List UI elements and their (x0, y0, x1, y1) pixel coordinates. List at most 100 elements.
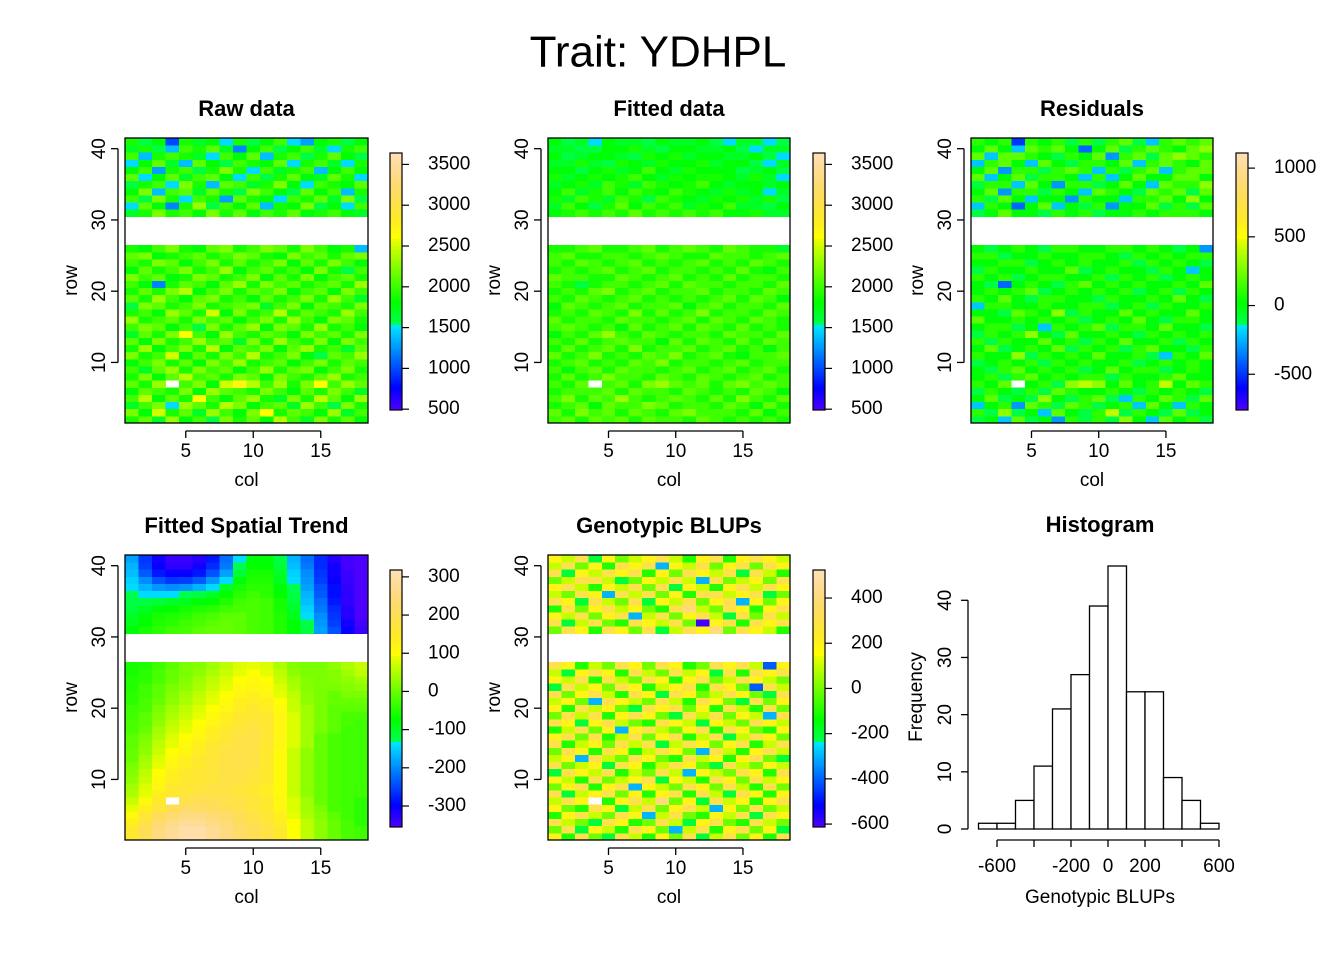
color-key-step (1236, 364, 1248, 368)
color-key-label: 2500 (428, 235, 470, 256)
heat-cell (341, 152, 355, 160)
heat-cell (1199, 259, 1214, 267)
heat-cell (219, 394, 234, 403)
heat-cell (682, 583, 697, 592)
color-key-step (1236, 375, 1248, 379)
heat-cell (273, 590, 288, 599)
heat-cell (682, 195, 697, 203)
heat-cell (561, 818, 576, 827)
heat-cell (642, 718, 656, 727)
heat-cell (763, 569, 777, 577)
heat-cell (776, 590, 791, 599)
heat-cell (1065, 259, 1079, 267)
heat-cell (192, 783, 207, 791)
color-key-step (813, 372, 825, 376)
heat-cell (574, 252, 589, 260)
heat-cell (1186, 166, 1200, 175)
heat-cell (669, 590, 683, 599)
heat-cell (300, 775, 315, 784)
heat-cell (219, 669, 234, 677)
heat-cell (125, 202, 139, 210)
heat-cell (273, 159, 288, 167)
heat-cell (669, 811, 683, 820)
heat-cell (125, 747, 139, 755)
heat-cell (300, 344, 315, 353)
color-key-step (390, 749, 402, 753)
heat-cell (327, 209, 342, 217)
heat-cell (997, 366, 1012, 374)
heat-cell (179, 344, 193, 353)
heat-cell (327, 690, 342, 698)
heat-cell (192, 152, 207, 160)
heat-cell (1078, 301, 1093, 310)
color-key-step (813, 375, 825, 379)
heat-cell (246, 166, 261, 175)
heat-cell (165, 401, 180, 410)
heat-cell (749, 832, 764, 841)
heat-cell (219, 358, 234, 367)
heat-cell (984, 202, 999, 210)
heat-cell (548, 273, 562, 281)
heat-cell (548, 187, 562, 196)
heat-cell (327, 316, 342, 324)
color-key-step (390, 396, 402, 400)
heat-cell (749, 761, 764, 770)
heat-cell (588, 273, 603, 281)
heat-cell (354, 145, 369, 153)
heat-cell (722, 280, 737, 289)
heat-cell (655, 358, 670, 367)
heat-cell (655, 330, 670, 338)
color-key-step (1236, 265, 1248, 269)
heat-cell (327, 309, 342, 317)
heat-cell (1186, 301, 1200, 310)
heat-cell (1172, 309, 1187, 317)
heat-cell (628, 195, 643, 203)
heat-cell (1199, 387, 1214, 395)
heat-cell (1118, 287, 1133, 296)
heat-cell (219, 401, 234, 410)
heat-cell (736, 316, 751, 324)
heat-cell (165, 669, 180, 677)
heat-cell (287, 351, 301, 360)
heat-cell (1199, 287, 1214, 296)
heat-cell (642, 726, 656, 734)
color-key-step (390, 227, 402, 232)
heat-cell (669, 576, 683, 584)
heat-cell (1024, 316, 1039, 324)
heat-cell (152, 344, 166, 353)
heat-cell (763, 761, 777, 770)
heat-cell (1145, 401, 1160, 410)
color-key-step (813, 206, 825, 210)
heat-cell (655, 604, 670, 613)
heat-cell (1078, 401, 1093, 410)
color-key-step (390, 711, 402, 716)
heat-cell (354, 195, 369, 203)
heat-cell (341, 309, 355, 317)
heat-cell (165, 351, 180, 360)
heat-cell (179, 590, 193, 599)
heat-cell (219, 351, 234, 360)
heat-cell (736, 180, 751, 189)
heat-cell (165, 825, 180, 834)
heat-cell (655, 775, 670, 784)
heat-cell (1186, 209, 1200, 217)
heat-cell (287, 811, 301, 820)
heat-cell (192, 301, 207, 310)
heat-cell (776, 316, 791, 324)
heat-cell (219, 387, 234, 395)
heat-cell (206, 138, 220, 146)
heat-cell (192, 380, 207, 388)
heat-cell (1038, 252, 1053, 260)
heat-cell (709, 804, 724, 812)
heat-cell (233, 145, 247, 153)
heat-cell (736, 244, 751, 253)
heat-cell (179, 387, 193, 395)
heat-cell (152, 825, 166, 834)
heat-cell (1105, 330, 1120, 338)
heat-cell (165, 145, 180, 153)
heat-cell (192, 697, 207, 706)
heat-cell (1132, 180, 1147, 189)
y-tick-label: 40 (89, 138, 110, 159)
heat-cell (287, 590, 301, 599)
heat-cell (327, 790, 342, 798)
